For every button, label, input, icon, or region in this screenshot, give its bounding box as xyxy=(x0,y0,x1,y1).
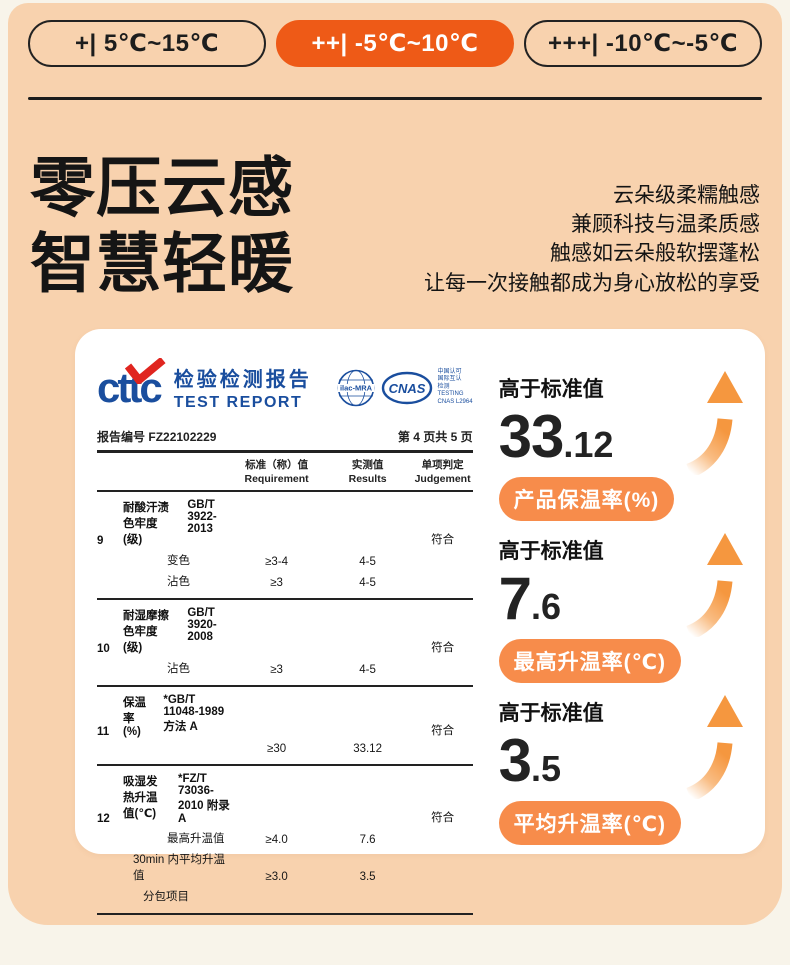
stat-above-label: 高于标准值 xyxy=(498,702,604,726)
svg-text:CNAS: CNAS xyxy=(388,381,425,396)
page-indicator: 第 4 页共 5 页 xyxy=(397,430,473,445)
test-report: cttc 检验检测报告 TEST REPORT xyxy=(97,349,485,915)
report-card: cttc 检验检测报告 TEST REPORT xyxy=(75,329,765,915)
col-judgement-cn: 单项判定 xyxy=(421,458,464,471)
table-row: 9 耐酸汗渍色牢度(级) GB/T 3922-2013 符合 变色 ≥3-4 xyxy=(97,492,473,600)
table-row: 10 耐湿摩擦色牢度(级) GB/T 3920-2008 符合 沾色 ≥3 xyxy=(97,600,473,687)
report-number-row: 报告编号 FZ22102229 第 4 页共 5 页 xyxy=(97,428,473,445)
cnas-logo-icon: CNAS xyxy=(381,371,432,404)
section-divider xyxy=(28,97,762,100)
hero-desc-line: 云朵级柔糯触感 xyxy=(613,183,760,207)
stat-above-label: 高于标准值 xyxy=(498,378,604,402)
temp-level-1-label: +| 5℃~15℃ xyxy=(74,30,220,57)
col-results-cn: 实测值 xyxy=(351,458,384,471)
stat-insulation-rate: 高于标准值 33.12 产品保温率(%) xyxy=(498,371,743,522)
cttc-check-icon xyxy=(125,357,166,384)
report-title-cn: 检验检测报告 xyxy=(173,369,312,392)
stat-pill-label: 最高升温率(℃) xyxy=(498,639,681,684)
main-section: +| 5℃~15℃ ++| -5℃~10℃ +++| -10℃~-5℃ 零压云感… xyxy=(8,3,782,925)
temp-level-2-label: ++| -5℃~10℃ xyxy=(311,30,479,57)
temp-level-1-button[interactable]: +| 5℃~15℃ xyxy=(28,20,266,67)
hero-desc-line: 让每一次接触都成为身心放松的享受 xyxy=(424,271,760,295)
page-title-line2: 智慧轻暖 xyxy=(30,227,295,301)
stat-value: 33.12 xyxy=(498,403,614,471)
stat-above-label: 高于标准值 xyxy=(498,540,604,564)
temp-level-3-label: +++| -10℃~-5℃ xyxy=(547,30,739,57)
col-results-en: Results xyxy=(348,472,387,485)
stat-value: 7.6 xyxy=(498,565,561,633)
stat-pill-label: 产品保温率(%) xyxy=(498,477,675,522)
page-title: 零压云感 智慧轻暖 xyxy=(30,150,294,302)
stat-pill-label: 平均升温率(℃) xyxy=(498,801,681,846)
up-arrow-icon xyxy=(686,695,743,800)
report-header: cttc 检验检测报告 TEST REPORT xyxy=(97,357,473,412)
svg-text:ilac-MRA: ilac-MRA xyxy=(340,383,373,392)
stat-max-temp-rise: 高于标准值 7.6 最高升温率(℃) xyxy=(498,533,743,684)
up-arrow-icon xyxy=(686,533,743,638)
stats-column: 高于标准值 33.12 产品保温率(%) 高于标准值 7.6 最高升温 xyxy=(485,349,743,846)
ilac-mra-seal-icon: ilac-MRA xyxy=(337,369,374,406)
stat-value: 3.5 xyxy=(498,727,561,795)
temp-level-2-button[interactable]: ++| -5℃~10℃ xyxy=(276,20,514,67)
temp-level-selector: +| 5℃~15℃ ++| -5℃~10℃ +++| -10℃~-5℃ xyxy=(28,20,762,67)
col-requirement-cn: 标准（称）值 xyxy=(245,458,309,471)
hero-description: 云朵级柔糯触感 兼顾科技与温柔质感 触感如云朵般软摆蓬松 让每一次接触都成为身心… xyxy=(424,181,760,303)
table-row: 11 保温率(%) *GB/T 11048-1989 方法 A 符合 ≥30 xyxy=(97,687,473,766)
stat-avg-temp-rise: 高于标准值 3.5 平均升温率(℃) xyxy=(498,695,743,846)
up-arrow-icon xyxy=(686,371,743,476)
table-header: 标准（称）值 Requirement 实测值 Results 单项判定 Judg… xyxy=(97,453,473,490)
report-number: 报告编号 FZ22102229 xyxy=(97,430,217,445)
table-row: 12 吸湿发热升温值(℃) *FZ/T 73036-2010 附录 A 符合 最… xyxy=(97,766,473,915)
report-title-en: TEST REPORT xyxy=(173,394,303,412)
hero: 零压云感 智慧轻暖 云朵级柔糯触感 兼顾科技与温柔质感 触感如云朵般软摆蓬松 让… xyxy=(28,150,762,302)
cttc-logo: cttc xyxy=(97,357,166,409)
col-judgement-en: Judgement xyxy=(414,472,471,485)
temp-level-3-button[interactable]: +++| -10℃~-5℃ xyxy=(524,20,762,67)
hero-desc-line: 兼顾科技与温柔质感 xyxy=(571,212,760,236)
cnas-accreditation-text: 中国认可 国际互认 检测 TESTING CNAS L2964 xyxy=(437,368,473,405)
col-requirement-en: Requirement xyxy=(244,472,309,485)
page-title-line1: 零压云感 xyxy=(30,151,295,224)
certification-logos: ilac-MRA CNAS 中国认可 国际互认 检测 TESTING CNAS … xyxy=(336,368,473,408)
report-titles: 检验检测报告 TEST REPORT xyxy=(174,363,312,412)
hero-desc-line: 触感如云朵般软摆蓬松 xyxy=(550,242,760,266)
